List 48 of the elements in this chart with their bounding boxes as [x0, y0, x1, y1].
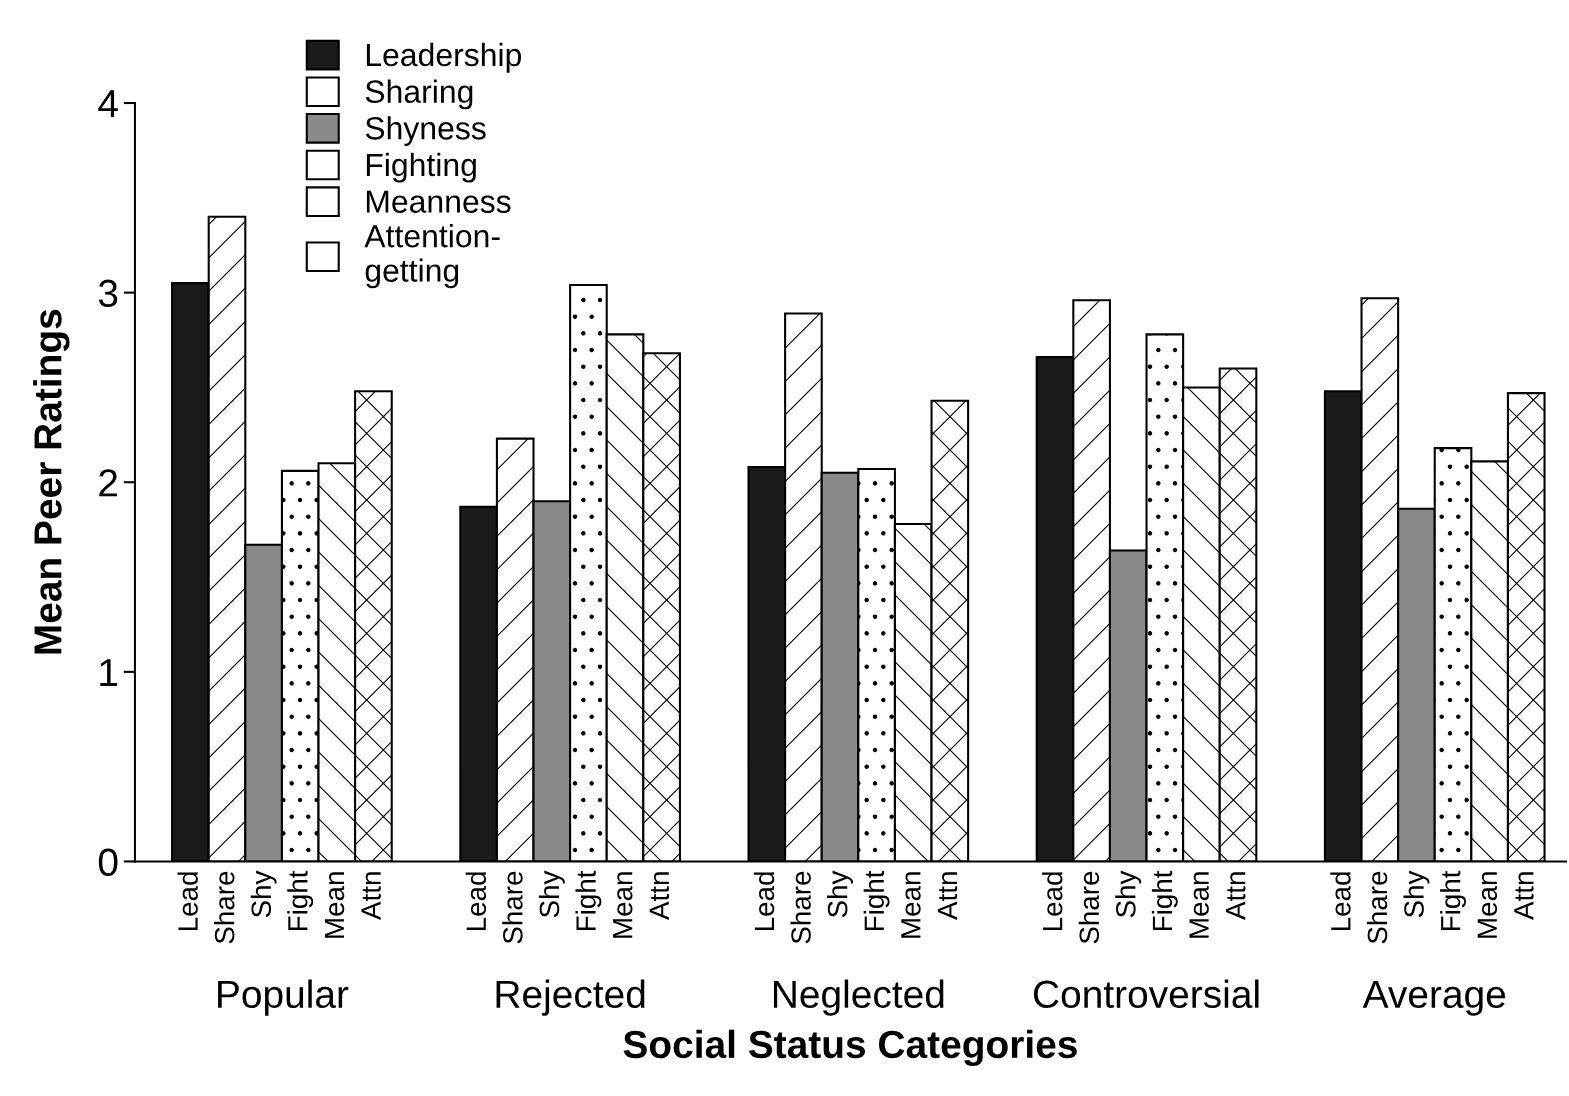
text: Mean — [1189, 872, 1209, 938]
legend-label: Leadership — [366, 42, 522, 73]
text: Attn — [1226, 872, 1246, 920]
legend-label: Fighting — [366, 152, 476, 183]
y-tick-label: 3 — [98, 279, 118, 308]
text: Lead — [1330, 872, 1351, 931]
x-axis-title: Social Status Categories — [623, 1029, 1077, 1067]
text: Shy — [1403, 870, 1430, 918]
text: Attn — [361, 872, 381, 920]
text: Shy — [250, 870, 277, 918]
legend-label: Sharing — [365, 79, 473, 110]
text: Shy — [1115, 870, 1142, 918]
text: Attn — [649, 872, 670, 920]
text: Lead — [1042, 872, 1063, 931]
text: Attn — [1514, 872, 1534, 920]
text: Fight — [863, 870, 890, 931]
x-tick-label: Controversial — [1033, 979, 1259, 1009]
text: Lead — [177, 872, 198, 931]
text: Attn — [937, 872, 958, 920]
text: Lead — [753, 872, 775, 931]
text: Shy — [827, 870, 853, 918]
text: Share — [1078, 871, 1100, 944]
legend-label: Shyness — [365, 116, 486, 146]
y-tick-label: 2 — [99, 469, 118, 497]
text: Lead — [465, 872, 487, 931]
text: Share — [1366, 871, 1388, 944]
text: Mean — [1477, 872, 1498, 938]
text: Mean — [613, 872, 633, 938]
y-tick-label: 4 — [98, 90, 118, 118]
text: Mean — [901, 872, 921, 938]
x-tick-label: Neglected — [773, 979, 944, 1016]
y-tick-label: 0 — [98, 848, 118, 876]
text: Share — [502, 871, 523, 944]
y-tick-label: 1 — [100, 659, 118, 686]
text: Mean — [324, 872, 345, 938]
x-tick-label: Popular — [218, 979, 349, 1016]
x-tick-label: Average — [1362, 980, 1506, 1016]
text: Fight — [575, 870, 602, 931]
text: Fight — [1151, 870, 1178, 931]
text: Share — [790, 871, 811, 944]
text: Shy — [538, 870, 565, 918]
y-axis-title: Mean Peer Ratings — [33, 309, 70, 654]
text: Share — [214, 871, 235, 944]
legend-label: Attention- getting — [364, 224, 500, 289]
x-tick-label: Rejected — [496, 979, 645, 1016]
legend-label: Meanness — [366, 190, 511, 213]
text: Fight — [287, 870, 314, 931]
text: Fight — [1440, 870, 1466, 931]
